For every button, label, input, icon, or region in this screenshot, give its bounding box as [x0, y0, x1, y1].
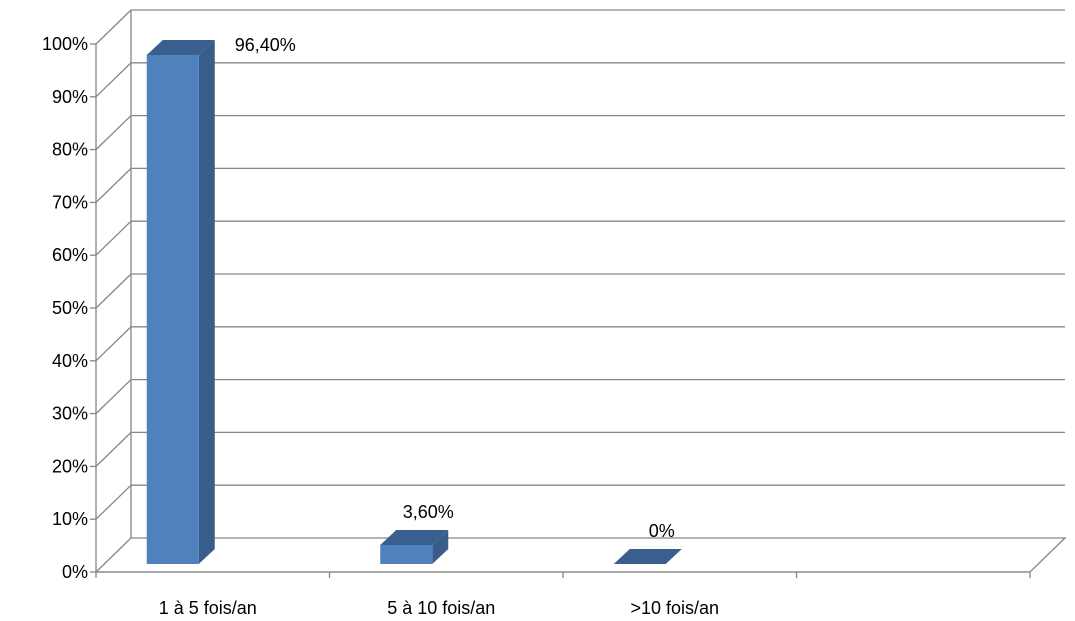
- floor: [94, 537, 1067, 573]
- gridline: [95, 167, 1065, 203]
- y-tick-label: 70%: [52, 192, 88, 212]
- y-tick-label: 50%: [52, 298, 88, 318]
- data-label: 96,40%: [235, 35, 296, 55]
- category-label: 5 à 10 fois/an: [387, 598, 495, 618]
- y-tick-label: 90%: [52, 87, 88, 107]
- bar-top: [613, 549, 682, 564]
- category-label: 1 à 5 fois/an: [159, 598, 257, 618]
- y-tick-label: 80%: [52, 140, 88, 160]
- bars: [146, 40, 682, 565]
- bar-top: [380, 529, 449, 545]
- y-tick-label: 0%: [62, 562, 88, 582]
- gridline: [95, 326, 1065, 362]
- gridline: [95, 431, 1065, 467]
- category-labels: 1 à 5 fois/an 5 à 10 fois/an >10 fois/an: [159, 598, 719, 618]
- bar: [146, 40, 215, 565]
- y-tick-label: 20%: [52, 456, 88, 476]
- gridline: [95, 378, 1065, 415]
- gridline: [95, 273, 1065, 309]
- gridline: [95, 114, 1065, 151]
- y-tick-label: 100%: [42, 34, 88, 54]
- category-label: >10 fois/an: [630, 598, 719, 618]
- bar: [613, 549, 682, 564]
- bar: [380, 529, 449, 564]
- bar-front: [380, 544, 433, 564]
- y-tick-label: 60%: [52, 245, 88, 265]
- bar-top: [146, 40, 215, 56]
- data-label: 3,60%: [403, 502, 454, 522]
- gridlines: [94, 9, 1067, 573]
- gridline: [95, 484, 1065, 520]
- y-tick-label: 40%: [52, 351, 88, 371]
- gridline: [95, 220, 1065, 256]
- data-label: 0%: [649, 521, 675, 541]
- data-labels: 96,40% 3,60% 0%: [235, 35, 675, 541]
- y-tick-label: 10%: [52, 509, 88, 529]
- y-tick-label: 30%: [52, 404, 88, 424]
- bar-front: [146, 55, 199, 565]
- bar-side: [198, 40, 215, 565]
- axes: [90, 10, 1031, 578]
- y-tick-labels: 0% 10% 20% 30% 40% 50% 60% 70% 80% 90% 100%: [42, 34, 88, 582]
- bar-side: [432, 529, 449, 564]
- gridline: [95, 62, 1065, 98]
